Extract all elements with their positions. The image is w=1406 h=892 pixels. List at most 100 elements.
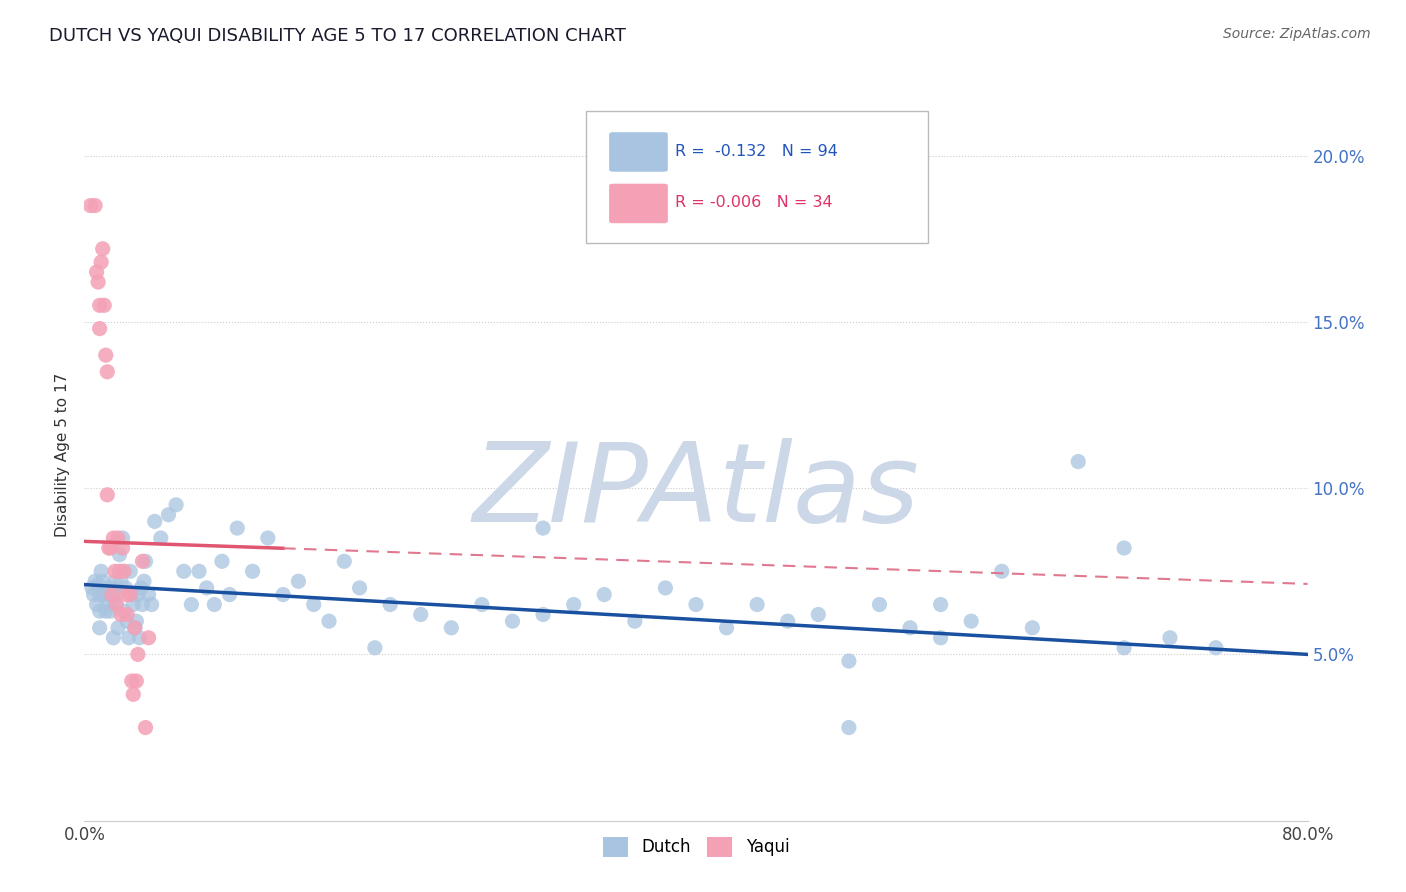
Point <box>87 275 110 289</box>
Point <box>105 588 128 602</box>
Point <box>104 574 127 589</box>
Point <box>89 298 111 312</box>
Point <box>135 554 157 568</box>
Point <box>135 721 157 735</box>
Point <box>98 541 121 555</box>
Point <box>226 521 249 535</box>
Point <box>107 531 129 545</box>
FancyBboxPatch shape <box>609 132 668 171</box>
Point <box>302 598 325 612</box>
Point <box>118 631 141 645</box>
Point <box>89 621 111 635</box>
Point <box>929 598 952 612</box>
Point <box>318 614 340 628</box>
Point <box>157 508 180 522</box>
Point <box>94 604 117 618</box>
Point <box>349 581 371 595</box>
Point <box>93 588 115 602</box>
Point <box>107 621 129 635</box>
Point <box>125 673 148 688</box>
Point <box>114 588 136 602</box>
Point <box>131 598 153 612</box>
Y-axis label: Disability Age 5 to 17: Disability Age 5 to 17 <box>55 373 70 537</box>
Point <box>96 581 118 595</box>
Point <box>127 648 149 662</box>
Point <box>132 574 155 589</box>
Point <box>716 621 738 635</box>
Point <box>111 564 134 578</box>
Point <box>121 673 143 688</box>
Point <box>129 581 152 595</box>
Point <box>869 598 891 612</box>
Point <box>195 581 218 595</box>
Point <box>84 198 107 212</box>
Point <box>96 365 118 379</box>
Point <box>776 614 799 628</box>
Text: ZIPAtlas: ZIPAtlas <box>472 438 920 545</box>
Point <box>97 541 120 555</box>
Point <box>110 574 132 589</box>
Point <box>86 598 108 612</box>
Point <box>101 588 124 602</box>
Point <box>122 687 145 701</box>
Point <box>90 564 112 578</box>
Point <box>173 564 195 578</box>
Point <box>111 531 134 545</box>
Point <box>89 321 111 335</box>
Point <box>257 531 280 545</box>
Point <box>128 631 150 645</box>
Point <box>90 255 112 269</box>
Point <box>104 564 127 578</box>
Point <box>218 588 240 602</box>
Point <box>898 621 921 635</box>
Point <box>1021 621 1043 635</box>
Point <box>87 577 110 591</box>
Point <box>531 607 554 622</box>
Point <box>98 604 121 618</box>
Point <box>624 614 647 628</box>
Point <box>807 607 830 622</box>
Point <box>929 631 952 645</box>
Point <box>115 607 138 622</box>
Point <box>440 621 463 635</box>
Point <box>125 614 148 628</box>
Point <box>84 574 107 589</box>
Point <box>143 515 166 529</box>
Point <box>654 581 676 595</box>
Point <box>211 554 233 568</box>
Point <box>502 614 524 628</box>
Point <box>1067 454 1090 468</box>
Point <box>103 531 125 545</box>
Point <box>110 607 132 622</box>
Point <box>991 564 1014 578</box>
Point <box>86 265 108 279</box>
Point <box>287 574 309 589</box>
Point <box>120 564 142 578</box>
Point <box>333 554 356 568</box>
FancyBboxPatch shape <box>609 184 668 223</box>
Point <box>364 640 387 655</box>
Point <box>138 631 160 645</box>
Point <box>242 564 264 578</box>
Point <box>562 598 585 612</box>
Point <box>114 581 136 595</box>
Point <box>409 607 432 622</box>
Point <box>108 564 131 578</box>
Point <box>112 604 135 618</box>
Point <box>97 588 120 602</box>
Point <box>80 581 103 595</box>
Point <box>202 598 225 612</box>
Point <box>104 598 127 612</box>
Point <box>838 654 860 668</box>
Point <box>115 614 138 628</box>
Point <box>131 554 153 568</box>
Text: Source: ZipAtlas.com: Source: ZipAtlas.com <box>1223 27 1371 41</box>
Legend: Dutch, Yaqui: Dutch, Yaqui <box>596 830 796 863</box>
Point <box>127 588 149 602</box>
Point <box>89 588 111 602</box>
Point <box>89 604 111 618</box>
Point <box>83 588 105 602</box>
Point <box>1114 541 1136 555</box>
Point <box>94 348 117 362</box>
Point <box>685 598 707 612</box>
